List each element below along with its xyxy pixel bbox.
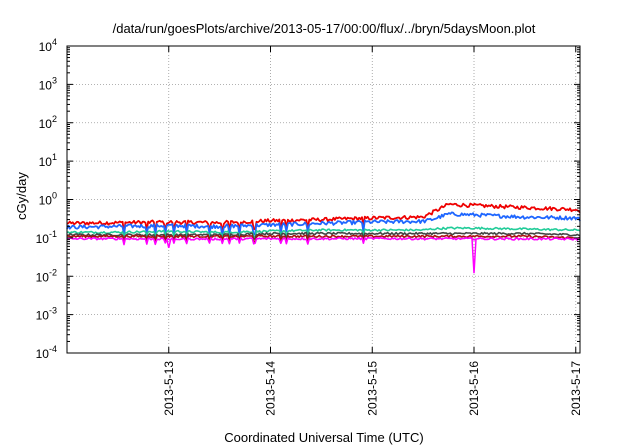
x-axis-ticks: 2013-5-13 2013-5-14 2013-5-15 2013-5-16 2013…: [162, 46, 583, 416]
series-line-2: [66, 226, 581, 239]
x-tick-label: 2013-5-15: [365, 361, 379, 416]
x-tick-label: 2013-5-14: [264, 361, 278, 416]
y-axis-ticks: 10-4 10-3 10-2 10-1 100 101 102 103 104: [36, 37, 580, 361]
x-tick-label: 2013-5-13: [162, 361, 176, 416]
grid: [67, 46, 580, 353]
spike-mark: [166, 238, 172, 249]
y-tick-label: 10-3: [36, 306, 57, 323]
chart-title: /data/run/goesPlots/archive/2013-05-17/0…: [113, 21, 536, 36]
y-tick-label: 100: [39, 191, 57, 208]
y-tick-label: 103: [39, 75, 57, 92]
x-tick-label: 2013-5-16: [467, 361, 481, 416]
y-tick-label: 101: [39, 152, 57, 169]
series-line-3: [66, 231, 581, 242]
series-line-4: [66, 234, 581, 243]
series-line-0: [66, 202, 581, 234]
x-axis-label: Coordinated Universal Time (UTC): [224, 430, 423, 445]
y-tick-label: 10-4: [36, 344, 57, 361]
y-tick-label: 10-1: [36, 229, 57, 246]
series-line-5: [66, 236, 581, 246]
y-tick-label: 102: [39, 114, 57, 131]
y-axis-label: cGy/day: [14, 172, 29, 220]
y-tick-label: 104: [39, 37, 57, 54]
x-tick-label: 2013-5-17: [569, 361, 583, 416]
series-lines: [66, 202, 581, 274]
plot-frame: [66, 45, 581, 354]
series-line-1: [66, 211, 581, 238]
y-tick-label: 10-2: [36, 267, 57, 284]
spike-mark: [471, 238, 477, 274]
